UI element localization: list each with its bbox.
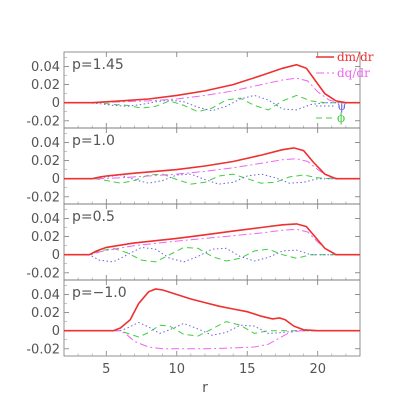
x-tick-label: 5 [102, 362, 110, 377]
series-dm-dr-line [64, 63, 360, 104]
x-axis: 5 10 15 20 [102, 362, 326, 377]
series-psi-line [64, 321, 360, 336]
series-phi-line [64, 173, 360, 185]
y-tick-label: 0 [52, 96, 60, 111]
legend: dm/dr dq/dr ψϕ [316, 50, 374, 125]
y-tick-label: -0.02 [26, 266, 60, 281]
chart-panels: 0.040.020-0.02p=1.450.040.020-0.02p=1.00… [26, 51, 361, 357]
y-tick-label: -0.02 [26, 190, 60, 205]
y-tick-label: 0.04 [31, 60, 60, 75]
y-tick-label: 0 [52, 324, 60, 339]
y-tick-label: 0.02 [31, 78, 60, 93]
panel-1: 0.04 0.02 0 -0.02 p=1.45 [26, 51, 361, 129]
y-tick-label: 0.02 [31, 154, 60, 169]
panel-4: 0.04 0.02 0 -0.02 p=−1.0 [26, 279, 361, 357]
panel-3: 0.04 0.02 0 -0.02 p=0.5 [26, 203, 361, 281]
x-tick-label: 20 [309, 362, 326, 377]
y-tick-label: -0.02 [26, 114, 60, 129]
x-tick-label: 10 [168, 362, 185, 377]
series-dm-dr-line [64, 288, 360, 332]
series-dm-dr-line [64, 147, 360, 180]
y-tick-label: 0.04 [31, 212, 60, 227]
y-tick-label: 0 [52, 248, 60, 263]
y-tick-label: 0.02 [31, 306, 60, 321]
y-tick-label: 0.04 [31, 288, 60, 303]
legend-label: ψ [337, 99, 346, 113]
panel-label: p=0.5 [72, 209, 115, 225]
panel-label: p=1.45 [72, 57, 124, 73]
y-tick-label: -0.02 [26, 342, 60, 357]
series-psi-line [64, 246, 360, 263]
panel-frame [63, 279, 361, 357]
x-axis-title: r [202, 380, 208, 396]
series-dq-dr-line [64, 330, 360, 350]
legend-label: ϕ [337, 111, 345, 125]
legend-label: dq/dr [337, 66, 370, 80]
y-tick-label: 0.02 [31, 230, 60, 245]
series-phi-line [64, 94, 360, 113]
series-dq-dr-line [64, 77, 360, 104]
legend-label: dm/dr [337, 50, 374, 64]
y-tick-label: 0.04 [31, 136, 60, 151]
series-dm-dr-line [64, 223, 360, 256]
panel-2: 0.04 0.02 0 -0.02 p=1.0 [26, 127, 361, 205]
series-psi-line [64, 173, 360, 185]
series-phi-line [64, 321, 360, 338]
x-tick-label: 15 [239, 362, 256, 377]
panel-label: p=1.0 [72, 133, 115, 149]
y-tick-label: 0 [52, 172, 60, 187]
panel-label: p=−1.0 [72, 285, 127, 301]
